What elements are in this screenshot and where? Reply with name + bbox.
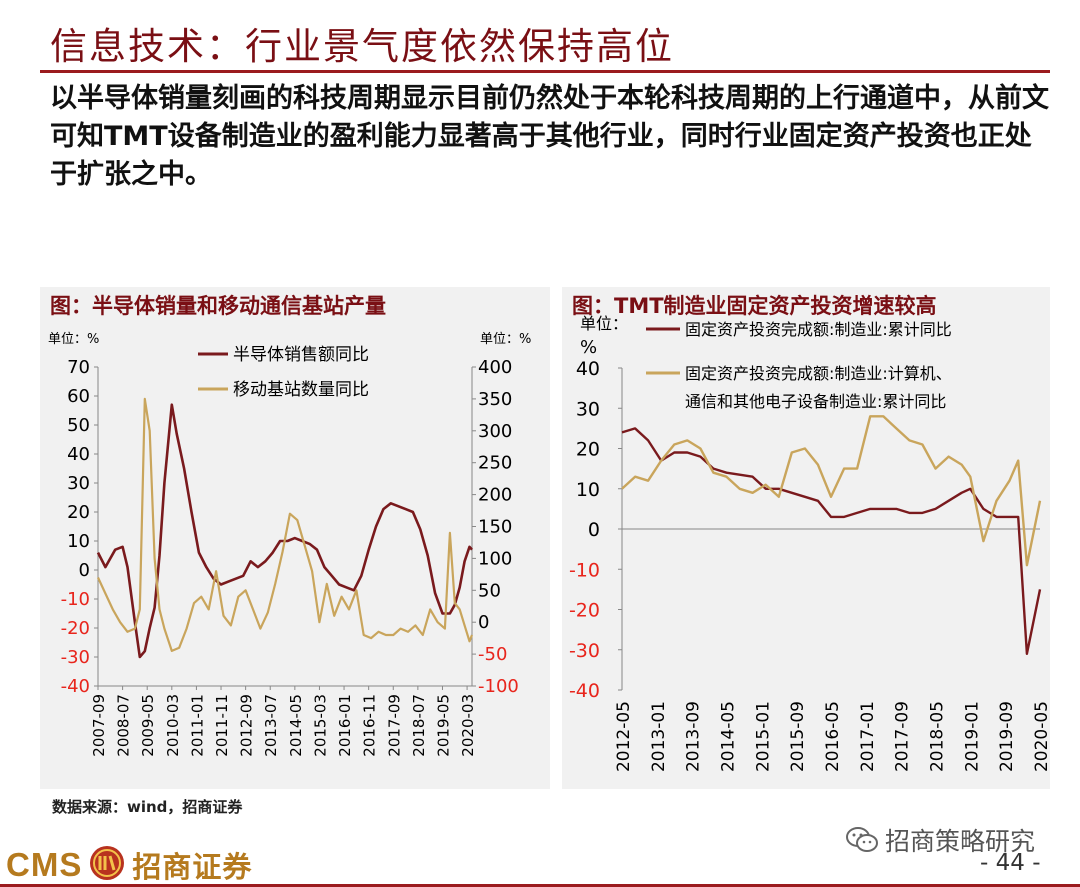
x-tick-label: 2014-05 bbox=[287, 694, 305, 757]
watermark-text: 招商策略研究 bbox=[885, 827, 1036, 856]
y-tick-label: 20 bbox=[576, 439, 600, 461]
y-tick-label-right: 50 bbox=[478, 580, 501, 601]
bottom-divider bbox=[0, 884, 1080, 887]
x-tick-label: 2019-01 bbox=[962, 701, 982, 772]
page-number: - 44 - bbox=[980, 850, 1041, 876]
chart-panel-semiconductor: 图：半导体销量和移动通信基站产量 单位：% 单位：% 70 60 50 40 30 20 10 0… bbox=[40, 287, 550, 789]
x-tick-label: 2008-07 bbox=[115, 694, 133, 757]
y-tick-label: 0 bbox=[588, 519, 600, 541]
company-logo: CMS 招商证券 bbox=[6, 846, 252, 884]
x-tick-label: 2012-05 bbox=[614, 701, 634, 772]
y-tick-label: -30 bbox=[569, 640, 600, 662]
y-tick-label-left: -30 bbox=[61, 647, 90, 668]
logo-seal-icon bbox=[88, 844, 126, 886]
y-tick-label-right: -100 bbox=[478, 676, 519, 697]
chart-title: 图：TMT制造业固定资产投资增速较高 bbox=[572, 294, 937, 318]
x-tick-label: 2017-01 bbox=[858, 701, 878, 772]
x-tick-label: 2013-01 bbox=[649, 701, 669, 772]
watermark: 招商策略研究 bbox=[845, 822, 1035, 860]
summary-text: 以半导体销量刻画的科技周期显示目前仍然处于本轮科技周期的上行通道中，从前文可知T… bbox=[50, 83, 1049, 190]
x-tick-label: 2013-09 bbox=[684, 701, 704, 772]
x-tick-label: 2019-09 bbox=[997, 701, 1017, 772]
y-tick-label: -40 bbox=[569, 680, 600, 702]
x-tick-label: 2020-05 bbox=[1032, 701, 1050, 772]
legend-label-2: 移动基站数量同比 bbox=[233, 380, 369, 400]
x-tick-label: 2017-09 bbox=[893, 701, 913, 772]
x-tick-label: 2010-03 bbox=[164, 694, 182, 757]
x-tick-label: 2020-03 bbox=[459, 694, 477, 757]
chart-title: 图：半导体销量和移动通信基站产量 bbox=[50, 294, 386, 318]
x-tick-label: 2015-09 bbox=[788, 701, 808, 772]
logo-chinese-name: 招商证券 bbox=[132, 850, 253, 884]
unit-label-symbol: % bbox=[580, 337, 597, 358]
series-line-2 bbox=[621, 415, 1042, 567]
y-tick-label-right: 250 bbox=[478, 453, 512, 474]
y-tick-label-left: -10 bbox=[61, 589, 90, 610]
y-tick-label-left: 10 bbox=[67, 531, 90, 552]
series-line-1 bbox=[621, 427, 1042, 655]
legend-label-2-line1: 固定资产投资完成额:制造业:计算机、 bbox=[685, 364, 952, 383]
y-tick-label: -10 bbox=[569, 559, 600, 581]
x-tick-label: 2011-11 bbox=[213, 694, 231, 757]
x-tick-label: 2014-05 bbox=[719, 701, 739, 772]
chart-semiconductor-basestation: 单位：% 单位：%706050403020100-10-20-30-4040035… bbox=[48, 332, 531, 757]
unit-label-right: 单位：% bbox=[480, 332, 531, 347]
x-tick-label: 2011-01 bbox=[188, 694, 206, 757]
data-source: 数据来源：wind，招商证券 bbox=[52, 798, 243, 816]
y-tick-label: 40 bbox=[576, 358, 600, 380]
unit-label: 单位： bbox=[580, 314, 628, 333]
x-tick-label: 2013-07 bbox=[262, 694, 280, 757]
x-tick-label: 2016-05 bbox=[823, 701, 843, 772]
y-tick-label-left: -20 bbox=[61, 618, 90, 639]
x-tick-label: 2009-05 bbox=[139, 694, 157, 757]
y-tick-label-right: 100 bbox=[478, 548, 512, 569]
y-tick-label-right: 0 bbox=[478, 612, 489, 633]
y-tick-label-left: -40 bbox=[61, 676, 90, 697]
y-tick-label-right: 400 bbox=[478, 357, 512, 378]
y-tick-label: -20 bbox=[569, 600, 600, 622]
legend-label-1: 半导体销售额同比 bbox=[233, 345, 369, 365]
x-tick-label: 2018-05 bbox=[928, 701, 948, 772]
y-tick-label-left: 70 bbox=[67, 357, 90, 378]
x-tick-label: 2015-03 bbox=[311, 694, 329, 757]
y-tick-label-right: 300 bbox=[478, 421, 512, 442]
x-tick-label: 2016-01 bbox=[336, 694, 354, 757]
logo-text: CMS bbox=[6, 846, 83, 883]
title-divider bbox=[40, 70, 1050, 73]
y-tick-label-left: 60 bbox=[67, 386, 90, 407]
legend-label-2-line2: 通信和其他电子设备制造业:累计同比 bbox=[685, 392, 946, 411]
y-tick-label: 10 bbox=[576, 479, 600, 501]
chart-panel-tmt-investment: 图：TMT制造业固定资产投资增速较高 单位：% 40 30 20 10 0 -10 -20 -3… bbox=[562, 287, 1050, 789]
chart-tmt-fixed-asset-investment: 单位：%40 30 20 10 0 -10 -20 -30 -40 2012-05 2013-01 2… bbox=[569, 314, 1050, 772]
slide-title: 信息技术：行业景气度依然保持高位 bbox=[50, 25, 674, 68]
y-tick-label-left: 20 bbox=[67, 502, 90, 523]
x-tick-label: 2016-11 bbox=[361, 694, 379, 757]
y-tick-label-right: 350 bbox=[478, 389, 512, 410]
y-tick-label-right: 150 bbox=[478, 517, 512, 538]
y-tick-label-left: 30 bbox=[67, 473, 90, 494]
unit-label-left: 单位：% bbox=[48, 332, 99, 347]
wechat-icon bbox=[845, 826, 879, 860]
x-tick-label: 2017-09 bbox=[385, 694, 403, 757]
x-tick-label: 2012-09 bbox=[238, 694, 256, 757]
x-tick-label: 2019-05 bbox=[434, 694, 452, 757]
y-tick-label-right: 200 bbox=[478, 485, 512, 506]
x-tick-label: 2015-01 bbox=[753, 701, 773, 772]
y-tick-label: 30 bbox=[576, 398, 600, 420]
x-tick-label: 2018-07 bbox=[410, 694, 428, 757]
y-tick-label-left: 0 bbox=[79, 560, 90, 581]
series-line-2 bbox=[97, 397, 474, 652]
y-tick-label-left: 50 bbox=[67, 415, 90, 436]
legend-label-1: 固定资产投资完成额:制造业:累计同比 bbox=[685, 320, 952, 339]
y-tick-label-right: -50 bbox=[478, 644, 507, 665]
x-tick-label: 2007-09 bbox=[90, 694, 108, 757]
y-tick-label-left: 40 bbox=[67, 444, 90, 465]
